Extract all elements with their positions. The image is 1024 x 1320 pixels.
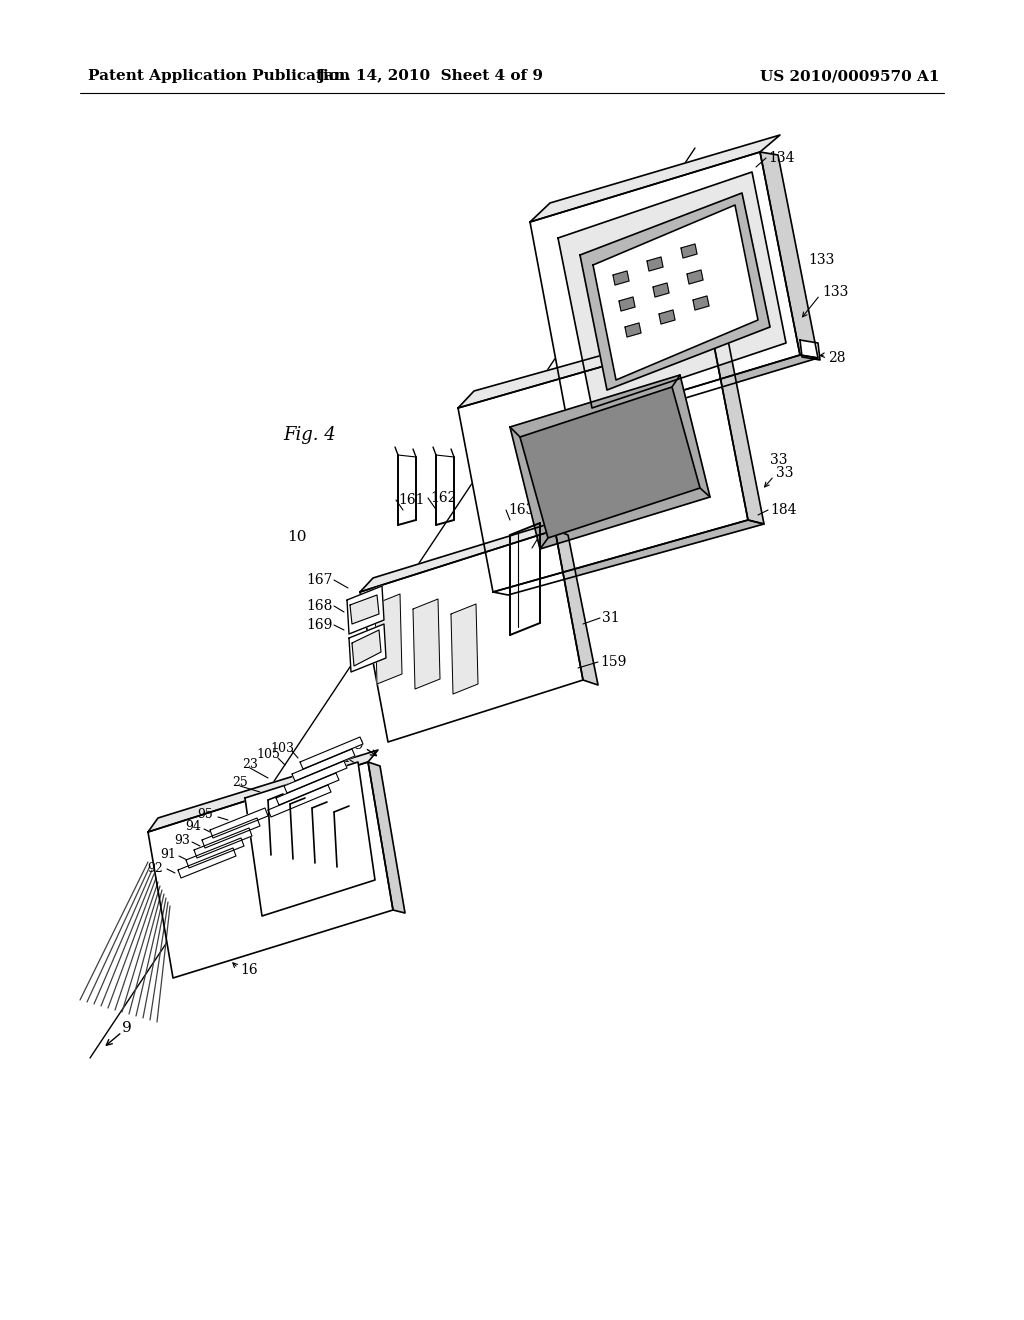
Text: 161: 161 xyxy=(398,492,425,507)
Text: 181: 181 xyxy=(635,355,662,370)
Polygon shape xyxy=(530,135,780,222)
Polygon shape xyxy=(681,244,697,257)
Polygon shape xyxy=(618,297,635,312)
Text: Jan. 14, 2010  Sheet 4 of 9: Jan. 14, 2010 Sheet 4 of 9 xyxy=(317,69,543,83)
Polygon shape xyxy=(413,599,440,689)
Polygon shape xyxy=(593,205,758,380)
Polygon shape xyxy=(148,762,393,978)
Text: 31: 31 xyxy=(602,611,620,624)
Text: Fig. 4: Fig. 4 xyxy=(284,426,336,444)
Text: 9: 9 xyxy=(122,1020,132,1035)
Text: 9: 9 xyxy=(370,648,378,663)
Text: Patent Application Publication: Patent Application Publication xyxy=(88,69,350,83)
Text: 33: 33 xyxy=(776,466,794,480)
Text: 33: 33 xyxy=(770,453,787,467)
Text: US 2010/0009570 A1: US 2010/0009570 A1 xyxy=(760,69,940,83)
Text: 167: 167 xyxy=(306,573,333,587)
Polygon shape xyxy=(352,630,381,667)
Polygon shape xyxy=(558,172,786,408)
Polygon shape xyxy=(245,762,375,916)
Text: 164: 164 xyxy=(540,531,566,545)
Polygon shape xyxy=(568,355,818,428)
Text: 169: 169 xyxy=(306,618,333,632)
Polygon shape xyxy=(347,586,384,634)
Polygon shape xyxy=(613,271,629,285)
Polygon shape xyxy=(458,319,728,408)
Polygon shape xyxy=(647,257,663,271)
Text: 102: 102 xyxy=(323,767,347,780)
Polygon shape xyxy=(202,818,260,847)
Text: 184: 184 xyxy=(770,503,797,517)
Text: 104: 104 xyxy=(326,751,350,764)
Polygon shape xyxy=(653,282,669,297)
Text: 103: 103 xyxy=(270,742,294,755)
Text: 105: 105 xyxy=(256,748,280,762)
Polygon shape xyxy=(760,152,818,358)
Text: 28: 28 xyxy=(828,351,846,366)
Polygon shape xyxy=(530,152,800,425)
Polygon shape xyxy=(458,335,748,591)
Polygon shape xyxy=(300,737,362,770)
Polygon shape xyxy=(349,624,386,672)
Polygon shape xyxy=(194,828,252,858)
Polygon shape xyxy=(210,808,268,838)
Polygon shape xyxy=(493,520,764,595)
Text: 21: 21 xyxy=(270,805,286,818)
Polygon shape xyxy=(687,271,703,284)
Text: 101: 101 xyxy=(313,784,337,796)
Polygon shape xyxy=(360,517,568,591)
Polygon shape xyxy=(580,193,770,389)
Polygon shape xyxy=(292,748,355,781)
Text: 163: 163 xyxy=(508,503,535,517)
Polygon shape xyxy=(368,762,406,913)
Text: 23: 23 xyxy=(242,759,258,771)
Text: 25: 25 xyxy=(232,776,248,789)
Text: 10: 10 xyxy=(288,531,307,544)
Text: 22: 22 xyxy=(278,821,293,834)
Polygon shape xyxy=(659,310,675,323)
Polygon shape xyxy=(178,847,236,878)
Polygon shape xyxy=(693,296,709,310)
Polygon shape xyxy=(148,750,378,832)
Text: 92: 92 xyxy=(147,862,163,874)
Text: 16: 16 xyxy=(240,964,258,977)
Polygon shape xyxy=(186,838,244,869)
Text: 93: 93 xyxy=(174,833,189,846)
Polygon shape xyxy=(555,531,598,685)
Polygon shape xyxy=(625,323,641,337)
Polygon shape xyxy=(276,774,339,805)
Polygon shape xyxy=(268,785,331,817)
Polygon shape xyxy=(350,595,379,624)
Polygon shape xyxy=(520,387,700,539)
Text: 24: 24 xyxy=(270,788,286,801)
Text: 159: 159 xyxy=(600,655,627,669)
Text: 95: 95 xyxy=(198,808,213,821)
Polygon shape xyxy=(375,594,402,684)
Polygon shape xyxy=(510,375,710,549)
Text: 134: 134 xyxy=(768,150,795,165)
Text: 9: 9 xyxy=(354,738,364,752)
Text: 133: 133 xyxy=(808,253,835,267)
Polygon shape xyxy=(712,335,764,524)
Text: 91: 91 xyxy=(160,849,176,862)
Text: 168: 168 xyxy=(306,599,333,612)
Text: 94: 94 xyxy=(185,821,201,833)
Polygon shape xyxy=(284,762,347,793)
Text: 162: 162 xyxy=(430,491,457,506)
Polygon shape xyxy=(360,531,583,742)
Polygon shape xyxy=(800,341,820,360)
Polygon shape xyxy=(451,605,478,694)
Text: 133: 133 xyxy=(822,285,848,300)
